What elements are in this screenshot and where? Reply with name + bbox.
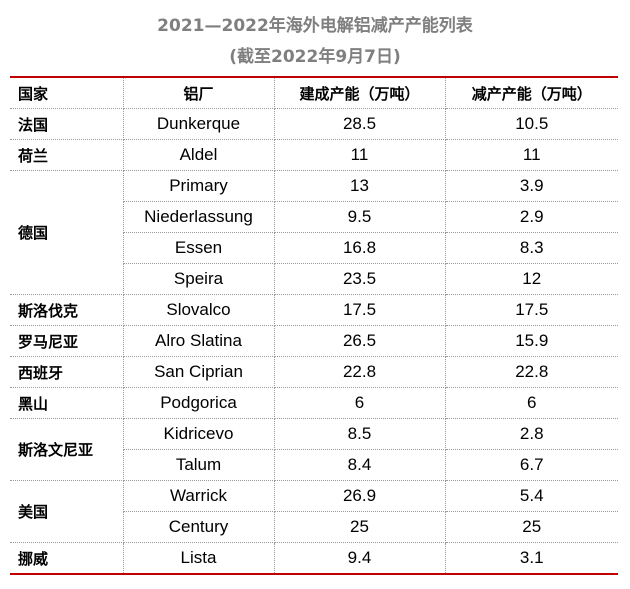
table-row: 挪威 Lista 9.4 3.1 <box>10 542 618 574</box>
table-row: 美国 Warrick 26.9 5.4 <box>10 480 618 543</box>
reduced-capacity-cell: 3.1 <box>519 548 544 567</box>
built-capacity-cell: 8.5 <box>274 418 446 450</box>
plant-name-cell: Slovalco <box>123 294 275 326</box>
reduced-capacity-cell: 10.5 <box>445 108 618 140</box>
table-row: 西班牙 San Ciprian 22.8 22.8 <box>10 356 618 388</box>
table-row: 斯洛文尼亚 Kidricevo 8.5 2.8 <box>10 418 618 481</box>
built-capacity-cell: 13 <box>274 170 446 202</box>
table-row: Essen 16.8 8.3 <box>10 232 618 264</box>
reduced-capacity-cell: 3.9 <box>445 170 618 202</box>
plant-name-cell: Niederlassung <box>123 201 275 233</box>
reduced-capacity-cell: 11 <box>445 139 618 171</box>
plant-name-cell: Century <box>123 511 275 543</box>
reduced-capacity-cell: 8.3 <box>445 232 618 264</box>
plant-name-cell: Dunkerque <box>123 108 275 140</box>
country-cell: 荷兰 <box>10 139 124 171</box>
table-row: 荷兰 Aldel 11 11 <box>10 139 618 171</box>
built-capacity-cell: 28.5 <box>274 108 446 140</box>
table-row: Speira 23.5 12 <box>10 263 618 295</box>
table-body: 法国 Dunkerque 28.5 10.5 荷兰 Aldel 11 11 德国 Primary 1… <box>10 108 618 574</box>
built-capacity-cell: 6 <box>274 387 446 419</box>
country-cell: 罗马尼亚 <box>10 325 124 357</box>
reduced-capacity-cell: 6.7 <box>445 449 618 481</box>
plant-name-cell: San Ciprian <box>123 356 275 388</box>
built-capacity-cell: 8.4 <box>274 449 446 481</box>
built-capacity-cell: 9.4 <box>274 542 446 574</box>
table-row: 斯洛伐克 Slovalco 17.5 17.5 <box>10 294 618 326</box>
table-row: 德国 Primary 13 3.9 <box>10 170 618 295</box>
plant-name-cell: Essen <box>123 232 275 264</box>
plant-name-cell: Primary <box>123 170 275 202</box>
plant-name-cell: Lista <box>123 542 275 574</box>
table-row: Talum 8.4 6.7 <box>10 449 618 481</box>
reduced-capacity-cell: 6 <box>445 387 618 419</box>
table-title: 2021—2022年海外电解铝减产产能列表 <box>157 16 473 36</box>
table-row: Niederlassung 9.5 2.9 <box>10 201 618 233</box>
table-row: 法国 Dunkerque 28.5 10.5 <box>10 108 618 140</box>
reduced-capacity-cell: 5.4 <box>445 480 618 512</box>
header-plant: 铝厂 <box>123 77 275 109</box>
country-cell: 黑山 <box>10 387 124 419</box>
built-capacity-cell: 26.9 <box>274 480 446 512</box>
reduced-capacity-cell: 17.5 <box>445 294 618 326</box>
table-row: 黑山 Podgorica 6 6 <box>10 387 618 419</box>
built-capacity-cell: 22.8 <box>274 356 446 388</box>
reduced-capacity-cell: 25 <box>445 511 618 543</box>
capacity-table: 国家 铝厂 建成产能（万吨） 减产产能（万吨） 法国 Dunkerque 28.5 1… <box>10 76 618 575</box>
country-cell: 斯洛文尼亚 <box>10 418 124 481</box>
header-reduced-capacity: 减产产能（万吨） <box>445 77 618 109</box>
country-cell: 西班牙 <box>10 356 124 388</box>
built-capacity-cell: 9.5 <box>274 201 446 233</box>
header-row: 国家 铝厂 建成产能（万吨） 减产产能（万吨） <box>10 77 618 109</box>
plant-name-cell: Speira <box>123 263 275 295</box>
country-cell: 德国 <box>10 170 124 295</box>
built-capacity-cell: 23.5 <box>274 263 446 295</box>
plant-name-cell: Alro Slatina <box>123 325 275 357</box>
built-capacity-cell: 17.5 <box>274 294 446 326</box>
country-cell: 斯洛伐克 <box>10 294 124 326</box>
plant-name-cell: Kidricevo <box>123 418 275 450</box>
country-cell: 法国 <box>10 108 124 140</box>
reduced-capacity-cell: 22.8 <box>445 356 618 388</box>
plant-name-cell: Podgorica <box>123 387 275 419</box>
reduced-capacity-cell: 2.8 <box>445 418 618 450</box>
reduced-capacity-cell: 2.9 <box>445 201 618 233</box>
country-cell: 挪威 <box>10 542 124 574</box>
plant-name-cell: Talum <box>123 449 275 481</box>
table-row: Century 25 25 <box>10 511 618 543</box>
built-capacity-cell: 25 <box>274 511 446 543</box>
table-subtitle: (截至2022年9月7日) <box>229 47 401 67</box>
built-capacity-cell: 16.8 <box>274 232 446 264</box>
country-cell: 美国 <box>10 480 124 543</box>
header-country: 国家 <box>10 77 124 109</box>
built-capacity-cell: 11 <box>274 139 446 171</box>
built-capacity-cell: 26.5 <box>274 325 446 357</box>
plant-name-cell: Warrick <box>123 480 275 512</box>
header-built-capacity: 建成产能（万吨） <box>274 77 446 109</box>
table-row: 罗马尼亚 Alro Slatina 26.5 15.9 <box>10 325 618 357</box>
plant-name-cell: Aldel <box>123 139 275 171</box>
reduced-capacity-cell: 15.9 <box>445 325 618 357</box>
reduced-capacity-cell: 12 <box>445 263 618 295</box>
